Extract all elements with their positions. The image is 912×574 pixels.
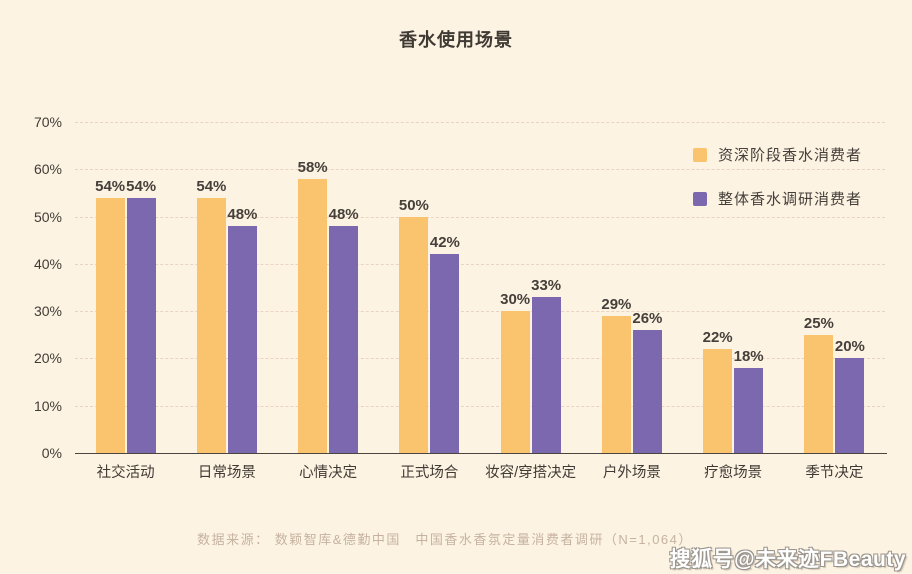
bar-overall: 54% (126, 178, 156, 453)
bar-value-label: 18% (733, 347, 764, 365)
legend-label-senior: 资深阶段香水消费者 (718, 147, 863, 164)
bar-value-label: 42% (429, 234, 460, 252)
bar-value-label: 33% (531, 276, 562, 294)
legend-item-senior: 资深阶段香水消费者 (693, 144, 862, 165)
y-tick-label: 10% (33, 397, 62, 414)
bar-value-label: 22% (702, 328, 733, 346)
y-tick-label: 20% (33, 350, 62, 367)
category-label: 心情决定 (299, 465, 358, 481)
category-label: 季节决定 (805, 465, 864, 481)
category-axis: 社交活动 日常场景 心情决定 正式场合 妆容/穿搭决定 户外场景 疗愈场景 季节决定 (75, 461, 885, 482)
bar-value-label: 54% (126, 177, 157, 195)
legend-swatch-senior-icon (693, 147, 707, 162)
bar-group: 22% 18% (683, 122, 784, 453)
gridline (75, 122, 885, 123)
bar-value-label: 58% (297, 158, 328, 176)
category-label: 妆容/穿搭决定 (485, 465, 577, 481)
y-tick-label: 30% (33, 303, 62, 320)
bar-senior: 22% (703, 329, 733, 453)
gridline (75, 169, 885, 171)
chart-legend: 资深阶段香水消费者 整体香水调研消费者 (693, 144, 862, 209)
bar-value-label: 48% (227, 206, 258, 224)
category-label: 疗愈场景 (704, 465, 763, 481)
bar-value-label: 29% (601, 295, 632, 313)
bar-overall: 20% (835, 338, 865, 453)
bar-group: 58% 48% (278, 122, 379, 453)
bar-value-label: 48% (328, 206, 359, 224)
gridline (75, 263, 885, 265)
bar-group: 54% 54% (75, 122, 176, 453)
sohu-watermark: 搜狐号@未来迹FBeauty (669, 548, 906, 571)
bar-value-label: 54% (95, 177, 126, 195)
y-tick-label: 60% (33, 161, 62, 178)
y-tick-label: 40% (33, 255, 62, 272)
category-label: 正式场合 (400, 465, 459, 481)
legend-swatch-overall-icon (693, 191, 707, 206)
bar-overall: 48% (227, 206, 257, 453)
bar-senior: 30% (500, 291, 530, 453)
bar-group: 29% 26% (581, 122, 682, 453)
y-tick-label: 0% (41, 445, 62, 461)
bar-overall: 42% (430, 234, 460, 453)
category-label: 日常场景 (197, 465, 256, 481)
bar-value-label: 30% (500, 291, 531, 309)
bar-overall: 18% (734, 348, 764, 453)
y-tick-label: 70% (33, 114, 62, 130)
y-tick-label: 50% (33, 208, 62, 225)
legend-item-overall: 整体香水调研消费者 (693, 188, 862, 209)
legend-label-overall: 整体香水调研消费者 (718, 191, 863, 208)
gridline (75, 216, 885, 218)
bar-groups: 54% 54% 54% 48% 58% 48% 50% 42% 30% 33% 29% 26% 22% 1… (75, 122, 885, 453)
gridline (75, 358, 885, 360)
bar-value-label: 50% (398, 196, 429, 214)
category-label: 户外场景 (602, 465, 661, 481)
chart-title: 香水使用场景 (399, 30, 513, 50)
bar-value-label: 25% (803, 314, 834, 332)
bar-senior: 50% (399, 197, 429, 453)
gridline (75, 311, 885, 313)
gridline (75, 405, 885, 407)
bar-overall: 26% (632, 310, 662, 453)
bar-senior: 58% (298, 159, 328, 453)
bar-senior: 54% (95, 178, 125, 453)
bar-value-label: 26% (632, 310, 663, 328)
bar-group: 54% 48% (176, 122, 277, 453)
data-source-note: 数据来源： 数颖智库&德勤中国 中国香水香氛定量消费者调研（N=1,064） (197, 532, 693, 547)
bar-group: 50% 42% (379, 122, 480, 453)
bar-value-label: 54% (196, 177, 227, 195)
y-axis-labels: 70% 60% 50% 40% 30% 20% 10% 0% (0, 114, 62, 461)
bar-senior: 25% (804, 315, 834, 453)
bar-value-label: 20% (834, 338, 865, 356)
bar-senior: 29% (601, 296, 631, 453)
bar-group: 25% 20% (784, 122, 885, 453)
bar-senior: 54% (196, 178, 226, 453)
plot-area: 54% 54% 54% 48% 58% 48% 50% 42% 30% 33% 29% 26% 22% 1… (75, 122, 885, 453)
bar-overall: 48% (329, 206, 359, 453)
bar-overall: 33% (531, 277, 561, 453)
x-axis-line (75, 453, 887, 454)
bar-group: 30% 33% (480, 122, 581, 453)
category-label: 社交活动 (96, 465, 155, 481)
